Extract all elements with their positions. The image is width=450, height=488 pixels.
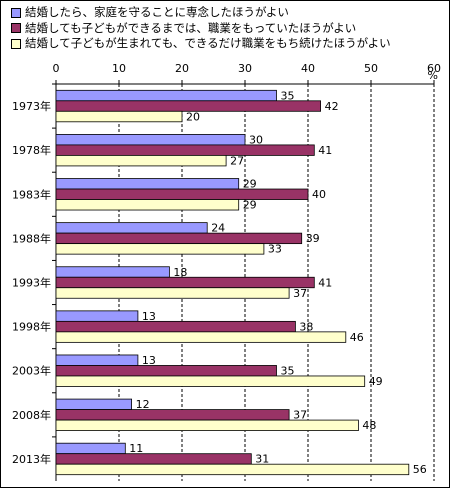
bar <box>55 442 126 455</box>
x-unit-label: % <box>428 69 438 82</box>
category-label: 1978年 <box>12 143 51 157</box>
bar-value-label: 46 <box>350 331 364 344</box>
x-tick-label: 20 <box>175 62 189 75</box>
bar-value-label: 38 <box>299 320 313 333</box>
bar-value-label: 40 <box>312 188 326 201</box>
legend-swatch-1 <box>11 7 21 18</box>
bar-value-label: 20 <box>186 110 200 123</box>
bar <box>55 222 208 234</box>
bar <box>55 188 309 200</box>
category-label: 1988年 <box>12 231 51 245</box>
bar-value-label: 18 <box>173 266 187 279</box>
bar <box>55 354 139 366</box>
legend-item-1: 結婚したら、家庭を守ることに専念したほうがよい <box>11 5 391 21</box>
bar-value-label: 56 <box>413 463 427 476</box>
bar <box>55 89 277 102</box>
legend-label-3: 結婚して子どもが生まれても、できるだけ職業をもち続けたほうがよい <box>25 36 391 50</box>
bar-value-label: 37 <box>293 409 307 422</box>
bar-value-label: 29 <box>243 178 257 191</box>
legend-item-2: 結婚しても子どもができるまでは、職業をもっていたほうがよい <box>11 21 391 37</box>
bar <box>55 310 139 322</box>
bar <box>55 287 290 299</box>
bar-value-label: 29 <box>243 199 257 212</box>
bar-value-label: 30 <box>249 133 263 146</box>
bar-value-label: 13 <box>142 310 156 323</box>
legend-label-1: 結婚したら、家庭を守ることに専念したほうがよい <box>25 5 289 19</box>
bar <box>55 243 265 255</box>
bar <box>55 199 240 211</box>
bar <box>55 453 252 465</box>
category-label: 2008年 <box>12 408 51 422</box>
bar-value-label: 42 <box>325 100 339 113</box>
category-label: 1998年 <box>12 320 51 334</box>
legend-swatch-2 <box>11 23 21 34</box>
bar-value-label: 35 <box>281 364 295 377</box>
bar <box>55 419 359 431</box>
legend-label-2: 結婚しても子どもができるまでは、職業をもっていたほうがよい <box>25 20 357 35</box>
legend-item-3: 結婚して子どもが生まれても、できるだけ職業をもち続けたほうがよい <box>11 36 391 52</box>
bar <box>55 232 303 245</box>
bar <box>55 110 183 123</box>
bar-value-label: 37 <box>293 287 307 300</box>
legend: 結婚したら、家庭を守ることに専念したほうがよい 結婚しても子どもができるまでは、… <box>11 5 391 52</box>
bar-value-label: 24 <box>211 222 225 235</box>
bar-value-label: 11 <box>129 442 143 455</box>
category-label: 1973年 <box>12 99 51 113</box>
bar <box>55 409 290 421</box>
bar-value-label: 33 <box>268 243 282 256</box>
bar-value-label: 48 <box>362 419 376 432</box>
bar-value-label: 41 <box>318 144 332 157</box>
x-tick-label: 10 <box>112 62 126 75</box>
legend-swatch-3 <box>11 38 21 49</box>
bar <box>55 266 170 278</box>
bar-value-label: 12 <box>136 398 150 411</box>
category-label: 2013年 <box>12 452 51 466</box>
bar-value-label: 31 <box>255 453 269 466</box>
bar <box>55 155 227 167</box>
bar-value-label: 13 <box>142 354 156 367</box>
x-tick-label: 60 <box>427 62 441 75</box>
bar <box>55 276 315 289</box>
category-label: 1993年 <box>12 276 51 290</box>
category-label: 1983年 <box>12 187 51 201</box>
bar <box>55 463 410 476</box>
bar <box>55 320 296 333</box>
bar <box>55 178 240 190</box>
bar <box>55 398 132 410</box>
bar-value-label: 27 <box>230 154 244 167</box>
bar <box>55 375 366 387</box>
bar <box>55 365 277 377</box>
category-label: 2003年 <box>12 364 51 378</box>
bar <box>55 100 322 112</box>
bar <box>55 134 246 146</box>
bar-value-label: 39 <box>306 232 320 245</box>
x-tick-label: 50 <box>364 62 378 75</box>
bar-value-label: 49 <box>369 375 383 388</box>
x-tick-label: 30 <box>238 62 252 75</box>
x-tick-label: 40 <box>301 62 315 75</box>
x-tick-label: 0 <box>53 62 60 75</box>
bar-value-label: 35 <box>281 89 295 102</box>
bar <box>55 331 347 343</box>
bar-value-label: 41 <box>318 276 332 289</box>
bar <box>55 144 315 156</box>
